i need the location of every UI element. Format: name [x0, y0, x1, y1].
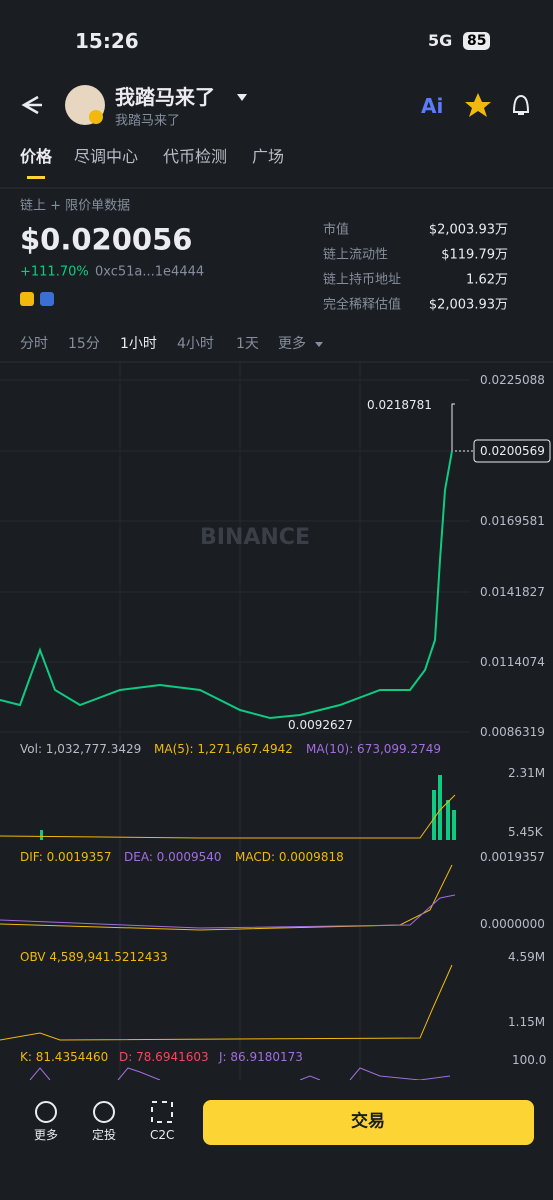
stat-label: 链上持币地址 — [323, 272, 402, 288]
stat-value: $119.79万 — [441, 247, 508, 263]
title: 我踏马来了 — [115, 85, 215, 109]
stat-value: $2,003.93万 — [428, 222, 508, 238]
time: 15:26 — [75, 29, 139, 53]
interval[interactable]: 更多 — [278, 336, 306, 352]
tab[interactable]: 价格 — [20, 147, 53, 166]
axis-label: 1.15M — [508, 1015, 546, 1029]
k: K: 81.4354460 — [20, 1050, 109, 1064]
source[interactable]: 链上 + 限价单数据 — [20, 198, 131, 214]
tab[interactable]: 代币检测 — [163, 147, 228, 166]
axis-label: 0.0169581 — [480, 514, 545, 528]
watermark: BINANCE — [200, 525, 310, 550]
axis-label: 0.0141827 — [480, 585, 545, 599]
obv: OBV 4,589,941.5212433 — [20, 950, 168, 964]
macd: MACD: 0.0009818 — [235, 850, 344, 864]
trade-button[interactable]: 交易 — [351, 1111, 385, 1132]
axis-label: 5.45K — [508, 825, 543, 839]
axis-label: 0.0086319 — [480, 725, 545, 739]
stat-label: 链上流动性 — [323, 247, 389, 263]
stat-value: 1.62万 — [466, 272, 508, 288]
interval[interactable]: 分时 — [20, 336, 48, 352]
axis-label: 0.0019357 — [480, 850, 545, 864]
axis-label: 0.0000000 — [480, 917, 545, 931]
trade-button-bg[interactable] — [203, 1100, 534, 1145]
axis-label: 0.0225088 — [480, 373, 545, 387]
interval[interactable]: 1小时 — [120, 336, 157, 352]
dif: DIF: 0.0019357 — [20, 850, 112, 864]
current-price: 0.0200569 — [480, 444, 545, 458]
axis-label: 0.0114074 — [480, 655, 545, 669]
stat-value: $2,003.93万 — [428, 297, 508, 313]
subtitle: 我踏马来了 — [115, 113, 181, 129]
interval[interactable]: 15分 — [68, 336, 100, 352]
action[interactable]: C2C — [150, 1128, 175, 1142]
j: J: 86.9180173 — [219, 1050, 303, 1064]
address[interactable]: 0xc51a...1e4444 — [95, 264, 205, 280]
high-label: 0.0218781 — [367, 398, 432, 412]
interval[interactable]: 4小时 — [177, 336, 214, 352]
action[interactable]: 定投 — [92, 1128, 117, 1142]
stat-label: 市值 — [323, 222, 350, 238]
axis-label: 2.31M — [508, 766, 546, 780]
axis-label: 4.59M — [508, 950, 546, 964]
tab[interactable]: 尽调中心 — [74, 147, 139, 166]
ai-button[interactable]: Ai — [421, 94, 444, 118]
tab[interactable]: 广场 — [252, 147, 285, 166]
vol: Vol: 1,032,777.3429 — [20, 742, 142, 756]
battery: 85 — [463, 32, 491, 50]
dea: DEA: 0.0009540 — [124, 850, 222, 864]
d: D: 78.6941603 — [119, 1050, 209, 1064]
interval[interactable]: 1天 — [236, 336, 259, 352]
ma10: MA(10): 673,099.2749 — [306, 742, 442, 756]
change: +111.70% — [20, 264, 89, 280]
low-label: 0.0092627 — [288, 718, 353, 732]
stat-label: 完全稀释估值 — [323, 297, 402, 313]
action[interactable]: 更多 — [34, 1128, 59, 1142]
price: $0.020056 — [20, 222, 193, 257]
ma5: MA(5): 1,271,667.4942 — [154, 742, 293, 756]
network: 5G — [428, 31, 453, 50]
axis-label: 100.0 — [512, 1053, 547, 1067]
